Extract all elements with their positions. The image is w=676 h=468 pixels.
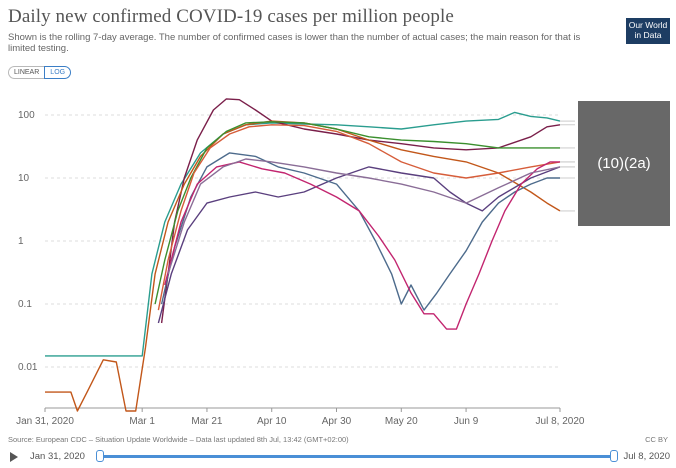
redaction-overlay: (10)(2a) [578, 101, 670, 226]
series-line[interactable] [45, 111, 561, 357]
x-tick-label: Apr 30 [322, 416, 352, 427]
x-tick-label: May 20 [385, 416, 418, 427]
timeline-start-handle[interactable] [96, 450, 104, 462]
log-scale-button[interactable]: LOG [44, 66, 72, 79]
series-line[interactable] [45, 120, 561, 412]
owid-logo[interactable]: Our World in Data [626, 18, 670, 44]
linear-scale-button[interactable]: LINEAR [8, 66, 45, 79]
series-line[interactable] [167, 158, 561, 275]
series-line[interactable] [157, 124, 561, 311]
y-tick-label: 1 [18, 236, 24, 247]
logo-line-2: in Data [634, 29, 662, 40]
y-tick-label: 0.1 [18, 299, 32, 310]
x-tick-label: Jul 8, 2020 [536, 416, 585, 427]
y-tick-label: 10 [18, 173, 30, 184]
x-tick-label: Apr 10 [257, 416, 287, 427]
x-axis-ticks: Jan 31, 2020 Mar 1 Mar 21 Apr 10 Apr 30 May 2… [16, 407, 585, 427]
series-line[interactable] [154, 121, 560, 305]
line-chart: 100 10 1 0.1 0.01 Jan 31, 2020 Mar 1 Mar 21 Apr… [16, 98, 585, 427]
timeline-end-handle[interactable] [610, 450, 618, 462]
logo-line-1: Our World [628, 20, 668, 30]
series-line[interactable] [157, 166, 561, 324]
chart-subtitle: Shown is the rolling 7-day average. The … [8, 32, 581, 54]
y-axis-ticks: 100 10 1 0.1 0.01 [18, 110, 38, 373]
series-lines [45, 98, 575, 412]
timeline-track[interactable] [100, 455, 614, 458]
x-tick-label: Mar 1 [129, 416, 155, 427]
play-icon[interactable] [10, 452, 18, 462]
scale-toggle: LINEAR LOG [8, 66, 72, 79]
y-tick-label: 100 [18, 110, 35, 121]
y-tick-label: 0.01 [18, 362, 38, 373]
gridlines [45, 114, 560, 368]
x-tick-label: Jun 9 [454, 416, 479, 427]
license-link[interactable]: CC BY [645, 435, 668, 444]
timeline-start-label: Jan 31, 2020 [30, 451, 85, 462]
series-line[interactable] [160, 152, 560, 311]
source-note: Source: European CDC – Situation Update … [8, 435, 349, 444]
timeline: Jan 31, 2020 Jul 8, 2020 [8, 450, 670, 464]
series-line[interactable] [160, 98, 561, 324]
timeline-end-label: Jul 8, 2020 [623, 451, 670, 462]
chart-title: Daily new confirmed COVID-19 cases per m… [8, 6, 454, 27]
footer: Source: European CDC – Situation Update … [8, 435, 668, 444]
x-tick-label: Jan 31, 2020 [16, 416, 74, 427]
x-tick-label: Mar 21 [191, 416, 223, 427]
